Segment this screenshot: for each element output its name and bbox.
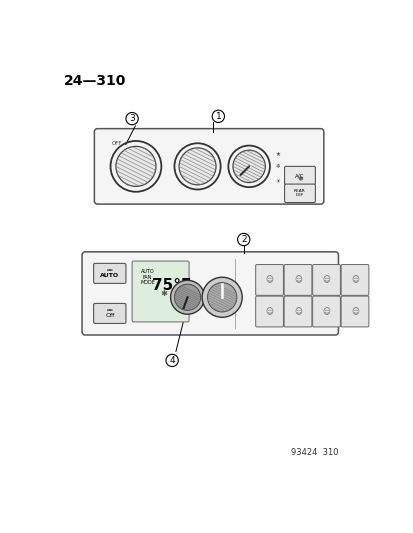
Text: ❄: ❄ (275, 164, 279, 169)
Text: 1: 1 (215, 112, 221, 121)
FancyBboxPatch shape (340, 296, 368, 327)
Text: ☺: ☺ (293, 276, 301, 285)
Text: 3: 3 (129, 114, 135, 123)
Text: 4: 4 (169, 356, 175, 365)
Text: ☺: ☺ (322, 276, 330, 285)
Text: ══: ══ (106, 308, 113, 313)
Text: ✱: ✱ (161, 289, 168, 298)
FancyBboxPatch shape (93, 303, 126, 324)
Text: ☺: ☺ (350, 307, 358, 316)
Text: REAR
DEF: REAR DEF (293, 189, 305, 197)
FancyBboxPatch shape (284, 184, 315, 203)
Text: ☺: ☺ (350, 276, 358, 285)
Circle shape (116, 147, 156, 187)
Circle shape (170, 280, 204, 314)
FancyBboxPatch shape (255, 296, 283, 327)
Text: A/C: A/C (294, 173, 304, 178)
FancyBboxPatch shape (312, 264, 339, 295)
Text: AUTO: AUTO (100, 273, 119, 278)
Circle shape (207, 282, 236, 312)
Text: ══: ══ (106, 268, 113, 273)
Text: Off: Off (105, 313, 114, 318)
FancyBboxPatch shape (255, 264, 283, 295)
Text: ☺: ☺ (265, 276, 273, 285)
FancyBboxPatch shape (94, 128, 323, 204)
FancyBboxPatch shape (82, 252, 338, 335)
Text: ☀: ☀ (275, 179, 280, 184)
Text: AUTO
FAN
MODE: AUTO FAN MODE (140, 269, 154, 285)
FancyBboxPatch shape (93, 263, 126, 284)
Text: 2: 2 (240, 235, 246, 244)
Text: ☺: ☺ (265, 307, 273, 316)
Text: ☺: ☺ (293, 307, 301, 316)
Text: 24—310: 24—310 (64, 74, 126, 88)
FancyBboxPatch shape (284, 166, 315, 185)
Text: 75°F: 75°F (152, 278, 191, 293)
FancyBboxPatch shape (132, 261, 189, 322)
Circle shape (179, 148, 216, 185)
FancyBboxPatch shape (283, 296, 311, 327)
FancyBboxPatch shape (312, 296, 339, 327)
Circle shape (233, 150, 265, 182)
Text: OFF: OFF (112, 141, 122, 146)
FancyBboxPatch shape (283, 264, 311, 295)
Text: ❅: ❅ (296, 176, 302, 182)
Text: 93424  310: 93424 310 (291, 448, 338, 457)
Circle shape (202, 277, 242, 317)
Circle shape (174, 284, 200, 310)
Text: ★: ★ (275, 152, 280, 157)
FancyBboxPatch shape (340, 264, 368, 295)
Text: ☺: ☺ (322, 307, 330, 316)
